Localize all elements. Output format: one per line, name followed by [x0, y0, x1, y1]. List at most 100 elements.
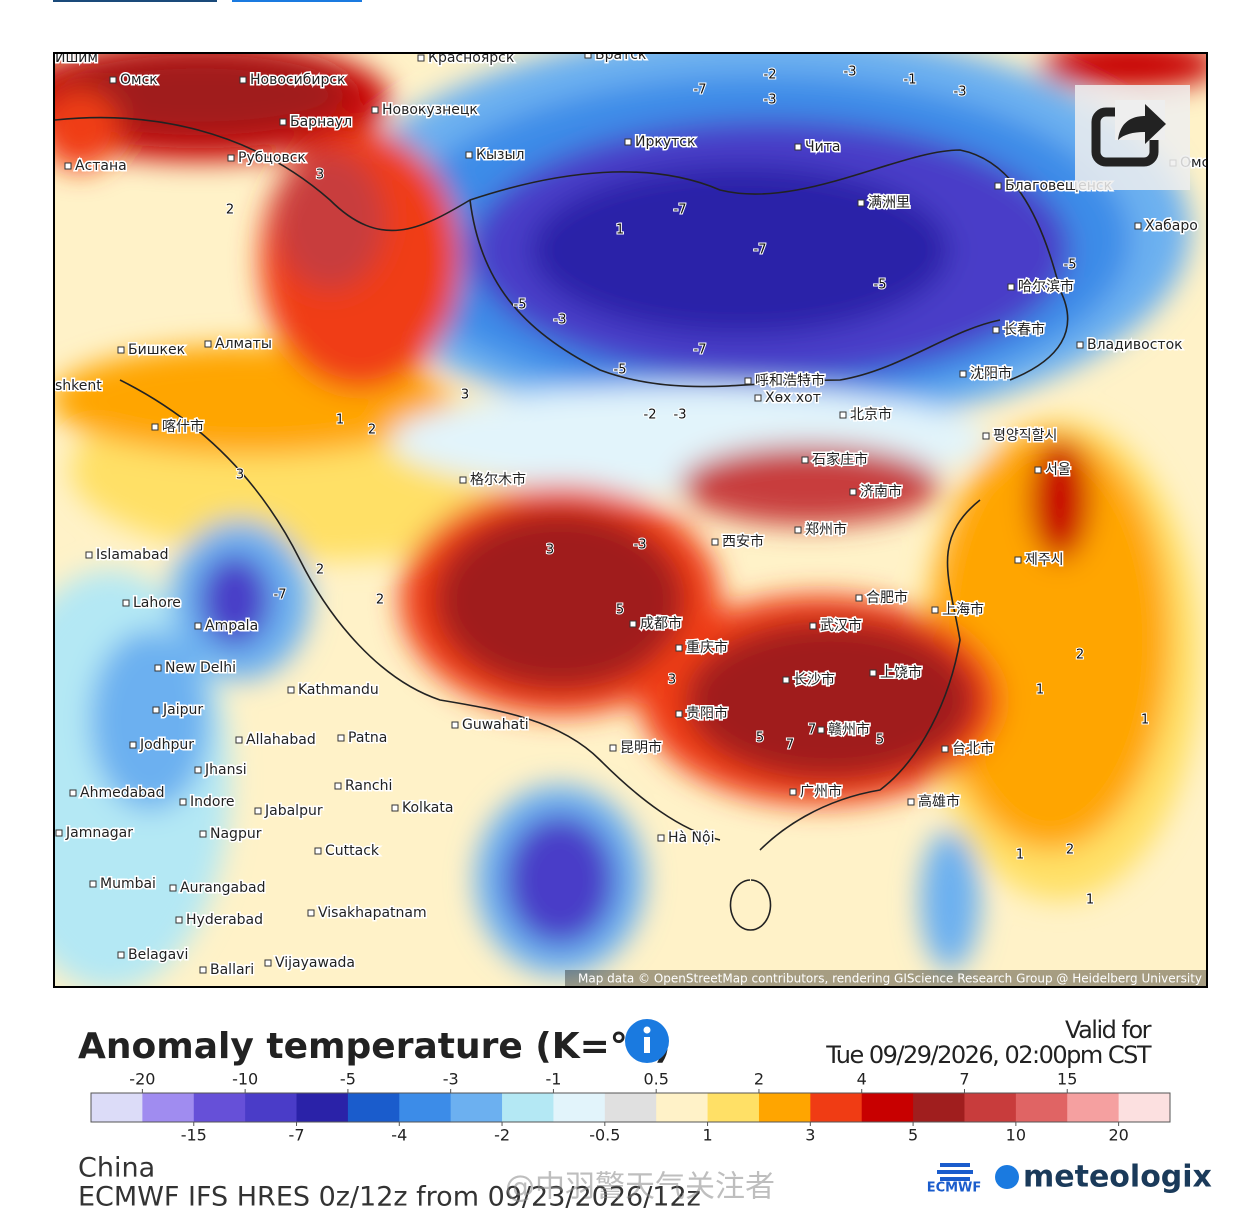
contour-label: -5 [614, 363, 627, 378]
legend-label: -0.5 [589, 1126, 620, 1145]
city-marker [931, 606, 939, 614]
city-label: 满洲里 [868, 195, 910, 211]
city-marker [85, 551, 93, 559]
city-label: Бишкек [128, 342, 185, 358]
city-label: Hyderabad [186, 912, 263, 928]
city-label: Vijayawada [275, 955, 355, 971]
contour-label: 2 [1076, 648, 1084, 663]
city-marker [1076, 341, 1084, 349]
contour-label: 7 [786, 738, 794, 753]
watermark: @中羽警天气关注者 [505, 1170, 775, 1205]
contour-label: -7 [274, 588, 287, 603]
city-marker [45, 55, 51, 61]
tab[interactable] [53, 0, 217, 2]
legend-swatch [142, 1093, 195, 1122]
city-marker [169, 884, 177, 892]
city-marker [675, 644, 683, 652]
contour-label: 3 [461, 388, 469, 403]
city-label: Kathmandu [298, 682, 379, 698]
map-frame [53, 52, 1208, 988]
city-label: Ballari [210, 962, 254, 978]
city-marker [857, 199, 865, 207]
city-marker [154, 664, 162, 672]
city-marker [1034, 466, 1042, 474]
city-label: Islamabad [96, 547, 168, 563]
legend-label: -7 [289, 1126, 305, 1145]
city-marker [117, 951, 125, 959]
city-marker [1014, 556, 1022, 564]
valid-label: Valid for [1065, 1016, 1152, 1044]
city-label: Иркутск [635, 134, 695, 150]
city-label: Астана [75, 158, 127, 174]
city-marker [239, 76, 247, 84]
city-label: Кызыл [476, 147, 524, 163]
city-label: 高雄市 [918, 793, 960, 810]
city-label: 평양직할시 [993, 428, 1057, 444]
city-label: Lahore [133, 595, 181, 611]
city-label: 武汉市 [820, 617, 862, 634]
contour-label: 3 [546, 543, 554, 558]
city-label: Алматы [215, 336, 272, 352]
city-label: Allahabad [246, 732, 316, 748]
legend-label: -15 [181, 1126, 207, 1145]
share-button[interactable] [1075, 85, 1190, 190]
city-label: 喀什市 [162, 418, 204, 435]
city-marker [199, 966, 207, 974]
city-label: Jodhpur [139, 737, 194, 753]
anomaly-field [55, 54, 1206, 986]
city-marker [334, 782, 342, 790]
legend-swatch [553, 1093, 606, 1122]
city-marker [754, 394, 762, 402]
city-label: shkent [55, 378, 102, 394]
city-label: Красноярск [428, 50, 514, 66]
city-label: Jabalpur [264, 803, 323, 819]
legend-swatch [399, 1093, 452, 1122]
city-label: 广州市 [800, 783, 842, 800]
legend-swatch [296, 1093, 349, 1122]
info-button[interactable] [625, 1019, 669, 1063]
city-marker [1007, 283, 1015, 291]
city-marker [451, 721, 459, 729]
city-marker [109, 76, 117, 84]
city-label: Омск [120, 72, 158, 88]
city-label: Jamnagar [65, 825, 133, 841]
tab[interactable] [232, 0, 362, 2]
legend-swatch [810, 1093, 863, 1122]
city-marker [994, 182, 1002, 190]
city-label: 台北市 [952, 740, 994, 757]
city-marker [711, 538, 719, 546]
legend-label: -2 [494, 1126, 510, 1145]
city-marker [129, 741, 137, 749]
city-label: 昆明市 [620, 739, 662, 756]
city-marker [335, 45, 341, 51]
ecmwf-text: ECMWF [927, 1181, 982, 1196]
city-marker [794, 143, 802, 151]
city-marker [122, 599, 130, 607]
city-label: 서울 [1045, 462, 1071, 478]
city-marker [869, 669, 877, 677]
legend-swatch [91, 1093, 143, 1122]
contour-label: 2 [226, 203, 234, 218]
city-marker [744, 377, 752, 385]
city-marker [152, 706, 160, 714]
contour-label: 2 [1066, 843, 1074, 858]
valid-time: Tue 09/29/2026, 02:00pm CST [825, 1041, 1152, 1069]
city-label: Belagavi [128, 947, 188, 963]
contour-label: 2 [316, 563, 324, 578]
city-marker [675, 710, 683, 718]
city-marker [204, 340, 212, 348]
brand-text: meteologix [1023, 1160, 1212, 1195]
city-label: 沈阳市 [970, 365, 1012, 382]
contour-label: -3 [634, 538, 647, 553]
legend-label: 2 [754, 1070, 764, 1089]
legend-label: 10 [1006, 1126, 1026, 1145]
city-label: Kolkata [402, 800, 453, 816]
city-label: Ahmedabad [80, 785, 165, 801]
legend-title: Anomaly temperature (K=°C) [78, 1026, 671, 1067]
legend-label: -5 [340, 1070, 356, 1089]
attribution: Map data © OpenStreetMap contributors, r… [578, 972, 1202, 986]
contour-label: 5 [876, 733, 884, 748]
city-label: Ишим [55, 50, 98, 66]
city-marker [855, 594, 863, 602]
city-marker [175, 916, 183, 924]
